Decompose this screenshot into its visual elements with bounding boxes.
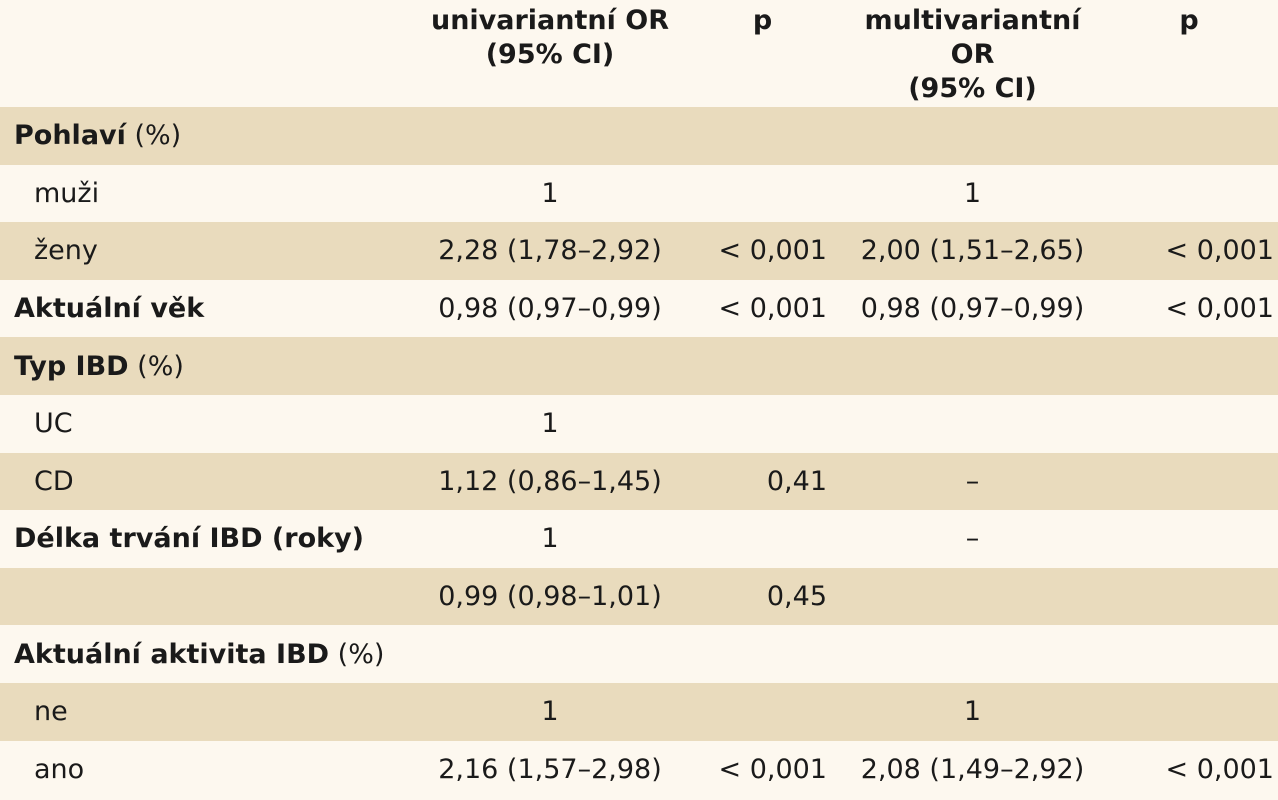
p-univariate-cell bbox=[680, 394, 845, 453]
multivariate-or-cell bbox=[845, 337, 1100, 395]
multivariate-or-cell: – bbox=[845, 452, 1100, 511]
row-label: UC bbox=[0, 394, 420, 453]
table-row: Aktuální aktivita IBD (%) bbox=[0, 625, 1278, 683]
univariate-or-cell bbox=[420, 337, 680, 395]
table-row: Délka trvání IBD (roky) 1 – bbox=[0, 510, 1278, 568]
header-p-multivariate: p bbox=[1100, 0, 1278, 107]
multivariate-or-cell: 0,98 (0,97–0,99) bbox=[845, 279, 1100, 338]
univariate-or-cell: 1 bbox=[420, 682, 680, 741]
multivariate-or-cell: – bbox=[845, 510, 1100, 568]
p-multivariate-cell bbox=[1100, 452, 1278, 511]
univariate-or-cell: 0,98 (0,97–0,99) bbox=[420, 279, 680, 338]
p-multivariate-cell: < 0,001 bbox=[1100, 279, 1278, 338]
p-univariate-cell bbox=[680, 682, 845, 741]
table-row: CD 1,12 (0,86–1,45) 0,41 – bbox=[0, 452, 1278, 511]
p-multivariate-cell bbox=[1100, 510, 1278, 568]
row-label: Aktuální aktivita IBD (%) bbox=[0, 625, 420, 683]
header-row: univariantní OR (95% CI) p multivariantn… bbox=[0, 0, 1278, 107]
univariate-or-cell: 1 bbox=[420, 164, 680, 223]
p-multivariate-cell bbox=[1100, 394, 1278, 453]
p-univariate-cell bbox=[680, 625, 845, 683]
p-multivariate-cell bbox=[1100, 567, 1278, 626]
row-label: Aktuální věk bbox=[0, 279, 420, 338]
multivariate-or-cell bbox=[845, 567, 1100, 626]
multivariate-or-cell: 1 bbox=[845, 164, 1100, 223]
p-multivariate-cell bbox=[1100, 337, 1278, 395]
p-multivariate-cell bbox=[1100, 682, 1278, 741]
p-multivariate-cell bbox=[1100, 164, 1278, 223]
header-empty bbox=[0, 0, 420, 107]
p-univariate-cell bbox=[680, 510, 845, 568]
p-univariate-cell bbox=[680, 164, 845, 223]
multivariate-or-cell bbox=[845, 625, 1100, 683]
p-multivariate-cell bbox=[1100, 107, 1278, 165]
table-row: ženy 2,28 (1,78–2,92) < 0,001 2,00 (1,51… bbox=[0, 222, 1278, 280]
table-row: ne 1 1 bbox=[0, 682, 1278, 741]
p-univariate-cell bbox=[680, 107, 845, 165]
header-p-univariate: p bbox=[680, 0, 845, 107]
univariate-or-cell: 1 bbox=[420, 510, 680, 568]
table-row: ano 2,16 (1,57–2,98) < 0,001 2,08 (1,49–… bbox=[0, 740, 1278, 799]
univariate-or-cell: 2,16 (1,57–2,98) bbox=[420, 740, 680, 799]
multivariate-or-cell: 2,00 (1,51–2,65) bbox=[845, 222, 1100, 280]
multivariate-or-cell: 1 bbox=[845, 682, 1100, 741]
header-univariate-or: univariantní OR (95% CI) bbox=[420, 0, 680, 107]
table-row: Typ IBD (%) bbox=[0, 337, 1278, 395]
univariate-or-cell: 2,28 (1,78–2,92) bbox=[420, 222, 680, 280]
univariate-or-cell: 0,99 (0,98–1,01) bbox=[420, 567, 680, 626]
row-label: ženy bbox=[0, 222, 420, 280]
row-label: Délka trvání IBD (roky) bbox=[0, 510, 420, 568]
p-univariate-cell: < 0,001 bbox=[680, 279, 845, 338]
row-label: ano bbox=[0, 740, 420, 799]
multivariate-or-cell bbox=[845, 394, 1100, 453]
row-label: CD bbox=[0, 452, 420, 511]
multivariate-or-cell bbox=[845, 107, 1100, 165]
p-multivariate-cell: < 0,001 bbox=[1100, 222, 1278, 280]
p-multivariate-cell bbox=[1100, 625, 1278, 683]
table-row: Aktuální věk 0,98 (0,97–0,99) < 0,001 0,… bbox=[0, 279, 1278, 338]
univariate-or-cell bbox=[420, 107, 680, 165]
row-label: Pohlaví (%) bbox=[0, 107, 420, 165]
table-row: UC 1 bbox=[0, 394, 1278, 453]
row-label: Typ IBD (%) bbox=[0, 337, 420, 395]
p-univariate-cell: < 0,001 bbox=[680, 740, 845, 799]
table-row: 0,99 (0,98–1,01) 0,45 bbox=[0, 567, 1278, 626]
univariate-or-cell: 1,12 (0,86–1,45) bbox=[420, 452, 680, 511]
header-multivariate-or: multivariantní OR (95% CI) bbox=[845, 0, 1100, 107]
row-label bbox=[0, 567, 420, 626]
univariate-or-cell: 1 bbox=[420, 394, 680, 453]
multivariate-or-cell: 2,08 (1,49–2,92) bbox=[845, 740, 1100, 799]
p-univariate-cell: 0,45 bbox=[680, 567, 845, 626]
row-label: muži bbox=[0, 164, 420, 223]
table-row: muži 1 1 bbox=[0, 164, 1278, 223]
p-univariate-cell: 0,41 bbox=[680, 452, 845, 511]
row-label: ne bbox=[0, 682, 420, 741]
p-multivariate-cell: < 0,001 bbox=[1100, 740, 1278, 799]
table-row: Pohlaví (%) bbox=[0, 107, 1278, 165]
p-univariate-cell bbox=[680, 337, 845, 395]
p-univariate-cell: < 0,001 bbox=[680, 222, 845, 280]
univariate-or-cell bbox=[420, 625, 680, 683]
